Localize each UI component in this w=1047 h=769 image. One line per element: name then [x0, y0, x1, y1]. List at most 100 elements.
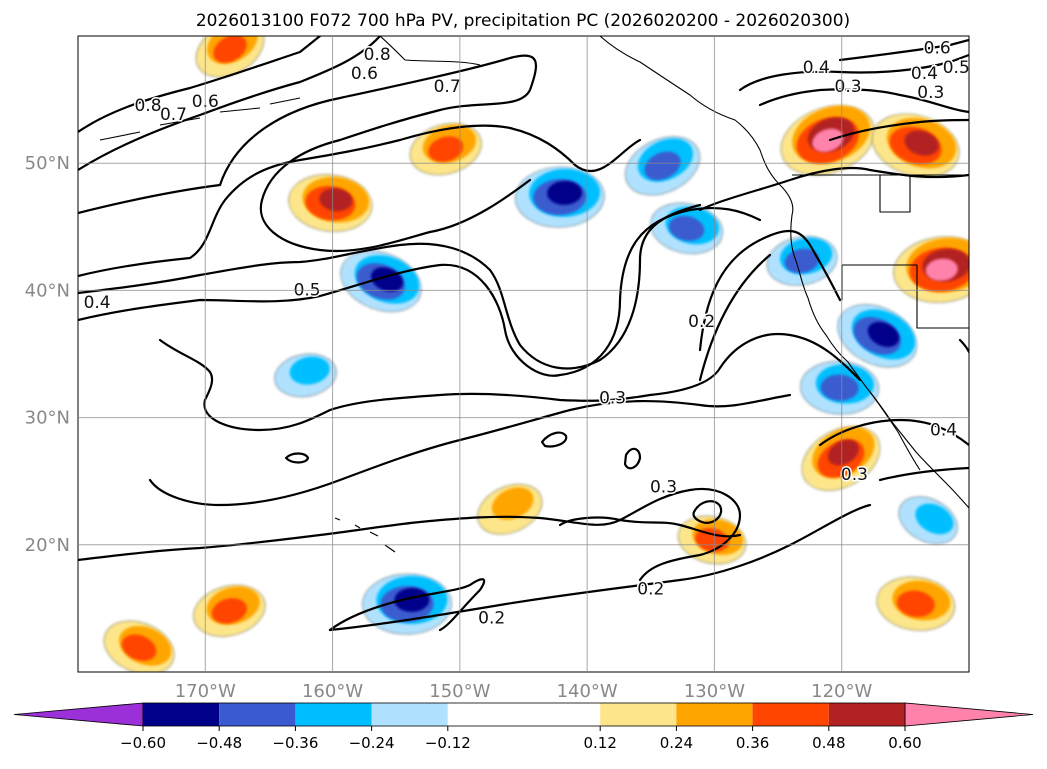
- precip-anomaly-shading: [925, 258, 958, 281]
- pv-contour-line: [540, 431, 568, 448]
- precip-anomaly-shading: [289, 356, 330, 385]
- colorbar-segment: [828, 703, 905, 726]
- colorbar-tick-label: 0.24: [660, 734, 693, 752]
- pv-contour-label: 0.3: [650, 478, 677, 498]
- precip-anomaly-shading: [211, 598, 247, 624]
- pv-contour-label: 0.3: [841, 465, 868, 485]
- y-tick-label: 20°N: [25, 535, 70, 556]
- colorbar-extend-high: [904, 702, 1034, 727]
- precip-anomaly-blob: [800, 360, 879, 415]
- colorbar-tick-label: −0.48: [196, 734, 242, 752]
- precip-anomaly-shading: [121, 634, 157, 661]
- precip-anomaly-shading: [904, 130, 939, 156]
- colorbar: −0.60 −0.48 −0.36 −0.24 −0.12 0.12 0.24 0.36 0.4…: [13, 702, 1034, 752]
- precip-anomaly-blob: [677, 515, 747, 565]
- colorbar-segment: [219, 703, 296, 726]
- pv-contour-line: [78, 206, 762, 377]
- colorbar-tick-label: 0.12: [583, 734, 616, 752]
- pv-contour-line: [328, 503, 872, 632]
- pv-contour-label: 0.2: [688, 312, 715, 332]
- colorbar-tick-label: −0.12: [425, 734, 471, 752]
- colorbar-segment: [676, 703, 753, 726]
- x-tick-label: 120°W: [811, 681, 872, 702]
- pv-contour-line: [78, 203, 702, 370]
- colorbar-outline: [142, 702, 906, 727]
- precip-anomaly-blob: [103, 620, 175, 672]
- pv-contour-label: 0.2: [637, 579, 664, 599]
- pv-contour-line: [698, 253, 772, 382]
- x-tick-label: 150°W: [429, 681, 490, 702]
- precip-anomaly-shading: [867, 321, 900, 348]
- pv-contour-line: [698, 229, 842, 352]
- map-frame: [77, 35, 970, 673]
- colorbar-segment: [752, 703, 829, 726]
- pv-contour-line: [78, 36, 382, 172]
- precip-anomaly-shading: [668, 215, 705, 241]
- pv-contour-label: 0.4: [803, 58, 830, 78]
- colorbar-segment: [371, 703, 448, 726]
- precip-anomaly-shading: [896, 590, 935, 617]
- y-tick-label: 50°N: [25, 153, 70, 174]
- coastline-layer: [99, 36, 969, 553]
- precip-anomaly-blob: [837, 304, 918, 368]
- pv-contour-line: [698, 166, 969, 212]
- north-america-coastline: [379, 36, 969, 509]
- pv-contour-line: [78, 54, 538, 253]
- precip-anomaly-blob: [409, 123, 482, 176]
- precip-anomaly-shading: [915, 503, 954, 535]
- colorbar-tick-label: −0.24: [349, 734, 395, 752]
- precip-anomaly-blob: [514, 166, 605, 228]
- precip-anomaly-blob: [766, 236, 838, 286]
- colorbar-tick-label: −0.36: [272, 734, 318, 752]
- pv-contour-line: [878, 466, 969, 482]
- colorbar-tick-label: 0.48: [812, 734, 845, 752]
- pv-contour-label: 0.7: [434, 77, 461, 97]
- precip-anomaly-blob: [876, 576, 956, 631]
- precip-anomaly-shading: [644, 151, 681, 181]
- colorbar-segment: [600, 703, 677, 726]
- aleutian-islands: [99, 97, 301, 141]
- precip-anomaly-blob: [477, 484, 543, 535]
- map-layer: 0.80.70.60.60.70.80.40.50.30.20.40.30.60…: [78, 36, 969, 672]
- pv-contour-line: [818, 418, 969, 447]
- x-tick-label: 140°W: [557, 681, 618, 702]
- x-tick-label: 130°W: [684, 681, 745, 702]
- pv-contour-line: [328, 578, 486, 632]
- precip-anomaly-shading: [213, 36, 247, 63]
- pv-contour-line: [758, 88, 969, 114]
- pv-contour-label: 0.3: [835, 77, 862, 97]
- pv-contour-label: 0.3: [917, 83, 944, 103]
- pv-contour-line: [558, 516, 742, 538]
- pv-contour-line: [738, 53, 969, 92]
- y-tick-label: 30°N: [25, 408, 70, 429]
- precip-anomaly-blob: [193, 584, 266, 637]
- pv-contour-label: 0.2: [478, 609, 505, 629]
- pv-contour-label: 0.8: [364, 45, 391, 65]
- precip-anomaly-layer: [103, 36, 969, 672]
- precip-anomaly-blob: [780, 105, 875, 176]
- precip-anomaly-blob: [274, 353, 337, 398]
- colorbar-extend-low: [13, 702, 144, 727]
- pv-contour-line: [692, 500, 723, 524]
- graticule-layer: [78, 36, 969, 672]
- precip-anomaly-shading: [547, 180, 583, 205]
- precip-anomaly-blob: [362, 573, 452, 635]
- baja-coastline: [869, 391, 921, 471]
- precip-anomaly-blob: [898, 496, 958, 544]
- pv-contour-line: [78, 36, 322, 134]
- colorbar-tick-label: 0.36: [736, 734, 769, 752]
- precip-anomaly-blob: [288, 174, 373, 232]
- pv-contour-label: 0.6: [351, 64, 378, 84]
- pv-contour-line: [828, 118, 969, 142]
- colorbar-segment: [143, 703, 220, 726]
- pv-contour-line: [838, 38, 969, 62]
- colorbar-segment: [447, 703, 601, 726]
- precip-anomaly-shading: [394, 587, 430, 612]
- pv-contour-label-layer: 0.80.70.60.60.70.80.40.50.30.20.40.30.60…: [82, 37, 969, 630]
- pv-contour-line: [284, 452, 310, 464]
- x-tick-label: 160°W: [302, 681, 363, 702]
- x-tick-label: 170°W: [175, 681, 236, 702]
- precip-anomaly-shading: [820, 374, 859, 401]
